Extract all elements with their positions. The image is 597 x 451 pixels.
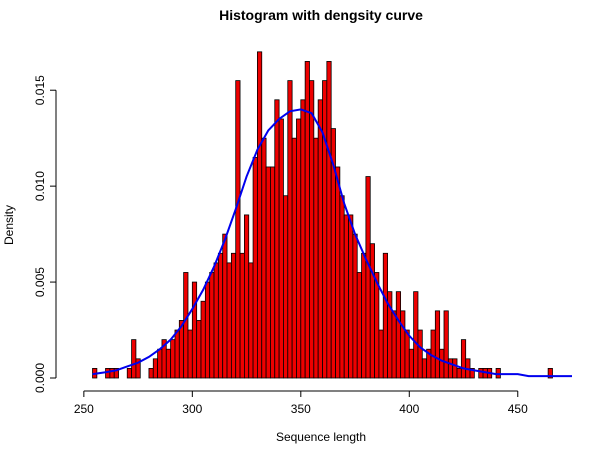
histogram-bar [105, 368, 111, 379]
histogram-bar [248, 262, 254, 379]
histogram-bar [131, 339, 137, 379]
histogram-bar [374, 272, 380, 379]
y-tick-label: 0.015 [33, 75, 47, 105]
histogram-bar [300, 99, 306, 379]
histogram-bar [547, 368, 553, 379]
histogram-bar [209, 272, 215, 379]
histogram-bar [304, 61, 310, 379]
histogram-bar [252, 156, 258, 379]
histogram-bar [230, 252, 237, 379]
histogram-bar [226, 262, 232, 379]
histogram-bar [469, 368, 475, 379]
histogram-bar [378, 329, 384, 379]
histogram-bar [270, 166, 276, 379]
y-tick-label: 0.000 [33, 363, 47, 393]
histogram-bar [278, 118, 284, 379]
histogram-bar [257, 51, 263, 379]
histogram-bar [174, 329, 180, 379]
y-axis-label: Density [2, 205, 16, 245]
histogram-bar [322, 80, 328, 379]
histogram-bar [439, 348, 445, 379]
histogram-bar [478, 368, 484, 379]
histogram-bar [196, 320, 202, 379]
histogram-bar [356, 272, 362, 379]
x-tick-label: 300 [182, 402, 202, 416]
histogram-bar [296, 118, 302, 379]
histogram-bar [291, 137, 297, 379]
histogram-bar [343, 214, 349, 379]
histogram-bar [113, 368, 119, 379]
histogram-bar [126, 368, 132, 379]
histogram-bar [348, 214, 354, 379]
histogram-bar [157, 348, 163, 379]
histogram-bar [265, 166, 271, 379]
histogram-bar [417, 329, 423, 379]
histogram-bar [430, 329, 436, 379]
histogram-bar [165, 348, 172, 379]
histogram-bar [391, 310, 397, 379]
y-tick-label: 0.010 [33, 171, 47, 201]
histogram-bar [369, 243, 375, 379]
histogram-bar [152, 358, 159, 379]
histogram-bar [187, 329, 193, 379]
density-curve-line [92, 108, 572, 378]
histogram-bar [222, 233, 228, 379]
histogram-bar [421, 358, 428, 379]
histogram-bar [365, 176, 371, 379]
histogram-bars [92, 51, 553, 379]
histogram-bar [183, 272, 189, 379]
histogram-bar [335, 166, 341, 379]
histogram-bar [235, 80, 241, 379]
x-axis-label: Sequence length [276, 430, 366, 444]
histogram-bar [434, 310, 441, 379]
histogram-bar [339, 195, 345, 379]
histogram-bar [460, 339, 467, 379]
histogram-bar [239, 252, 245, 379]
histogram-bar [274, 99, 280, 379]
histogram-bar [317, 99, 323, 379]
histogram-bar [213, 262, 219, 379]
y-tick-label: 0.005 [33, 267, 47, 297]
y-axis: 0.000 0.005 0.010 0.015 [33, 75, 57, 393]
histogram-bar [452, 358, 458, 379]
histogram-bar [404, 329, 410, 379]
chart-title: Histogram with dengsity curve [219, 7, 423, 23]
histogram-bar [170, 339, 176, 379]
x-tick-label: 350 [291, 402, 311, 416]
histogram-bar [443, 310, 449, 379]
histogram-bar [261, 137, 267, 379]
histogram-bar [395, 291, 402, 379]
histogram-bar [191, 281, 198, 379]
histogram-bar [217, 252, 224, 379]
histogram-bar [313, 137, 319, 379]
histogram-bar [400, 310, 406, 379]
x-tick-label: 400 [399, 402, 419, 416]
histogram-bar [361, 252, 367, 379]
histogram-bar [309, 80, 315, 379]
histogram-bar [243, 214, 250, 379]
histogram-bar [148, 368, 154, 379]
x-tick-label: 250 [74, 402, 94, 416]
histogram-bar [283, 195, 289, 379]
histogram-bar [447, 358, 454, 379]
histogram-bar [135, 358, 141, 379]
histogram-bar [200, 300, 206, 379]
histogram-bar [413, 291, 419, 379]
density-curve-layer [92, 108, 572, 378]
histogram-bar [382, 252, 388, 379]
x-axis: 250 300 350 400 450 [74, 390, 528, 416]
histogram-bar [204, 281, 211, 379]
histogram-bar [408, 348, 415, 379]
histogram-bar [287, 80, 293, 379]
histogram-bar [352, 233, 358, 379]
histogram-bar [326, 61, 332, 379]
histogram-bar [456, 368, 462, 379]
x-tick-label: 450 [508, 402, 528, 416]
